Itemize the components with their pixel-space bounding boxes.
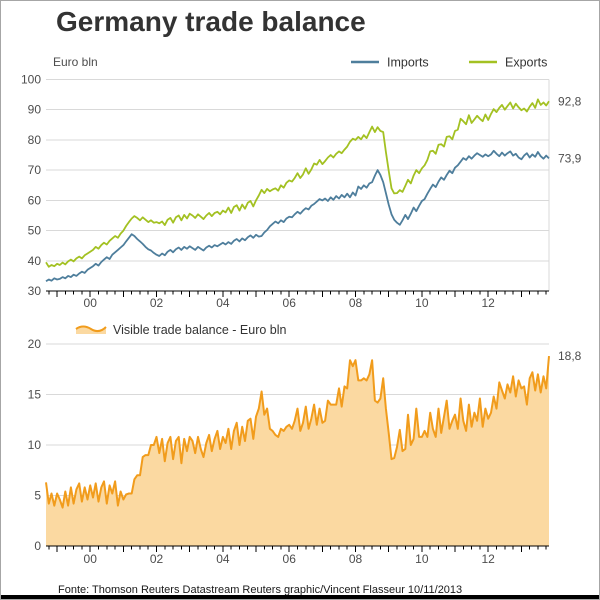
trade-balance-chart: 0 5 10 15 20 00 02 04 06 08 10 12 18,8 Visible trade … bbox=[28, 323, 582, 566]
x-axis-label: 08 bbox=[349, 552, 363, 566]
legend-area-swatch-line bbox=[75, 325, 107, 333]
x-axis-label: 12 bbox=[482, 296, 496, 310]
x-axis-label: 10 bbox=[415, 296, 429, 310]
x-axis-label: 10 bbox=[415, 552, 429, 566]
x-axis-label: 12 bbox=[482, 552, 496, 566]
legend-label: Visible trade balance - Euro bln bbox=[113, 323, 287, 337]
x-axis-label: 00 bbox=[84, 552, 98, 566]
series-line-exports bbox=[45, 98, 550, 268]
x-axis-label: 02 bbox=[150, 296, 164, 310]
series-line-visible-trade-balance-euro-bln bbox=[45, 356, 550, 509]
y-axis-label: 20 bbox=[28, 337, 42, 351]
series-end-value-label: 92,8 bbox=[558, 94, 582, 108]
x-axis-label: 04 bbox=[216, 552, 230, 566]
x-axis-label: 06 bbox=[283, 552, 297, 566]
y-axis-label: 15 bbox=[28, 388, 42, 402]
y-axis-label: 30 bbox=[28, 284, 42, 298]
page-title: Germany trade balance bbox=[56, 6, 366, 37]
legend-area-swatch bbox=[76, 326, 106, 334]
x-axis-label: 08 bbox=[349, 296, 363, 310]
unit-label: Euro bln bbox=[53, 55, 98, 69]
y-axis-label: 90 bbox=[28, 103, 42, 117]
y-axis-label: 80 bbox=[28, 133, 42, 147]
y-axis-label: 10 bbox=[28, 438, 42, 452]
x-axis-label: 00 bbox=[84, 296, 98, 310]
x-axis-label: 04 bbox=[216, 296, 230, 310]
y-axis-label: 70 bbox=[28, 163, 42, 177]
series-line-imports bbox=[45, 149, 550, 283]
y-axis-label: 100 bbox=[21, 73, 41, 87]
series-end-value-label: 73,9 bbox=[558, 151, 582, 165]
x-axis-label: 06 bbox=[283, 296, 297, 310]
bottom-black-bar bbox=[1, 595, 599, 599]
source-credit: Fonte: Thomson Reuters Datastream Reuter… bbox=[58, 584, 463, 596]
x-axis-label: 02 bbox=[150, 552, 164, 566]
series-end-value-label: 18,8 bbox=[558, 349, 582, 363]
balance-area-fill bbox=[46, 356, 549, 546]
y-axis-label: 0 bbox=[34, 539, 41, 553]
y-axis-label: 5 bbox=[34, 489, 41, 503]
legend-label: Exports bbox=[505, 56, 547, 70]
y-axis-label: 60 bbox=[28, 193, 42, 207]
y-axis-label: 50 bbox=[28, 224, 42, 238]
imports-exports-chart: 30 40 50 60 70 80 90 100 00 02 04 06 08 10 12 73,9 92,8 E… bbox=[21, 55, 582, 310]
y-axis-label: 40 bbox=[28, 254, 42, 268]
legend-label: Imports bbox=[387, 56, 429, 70]
